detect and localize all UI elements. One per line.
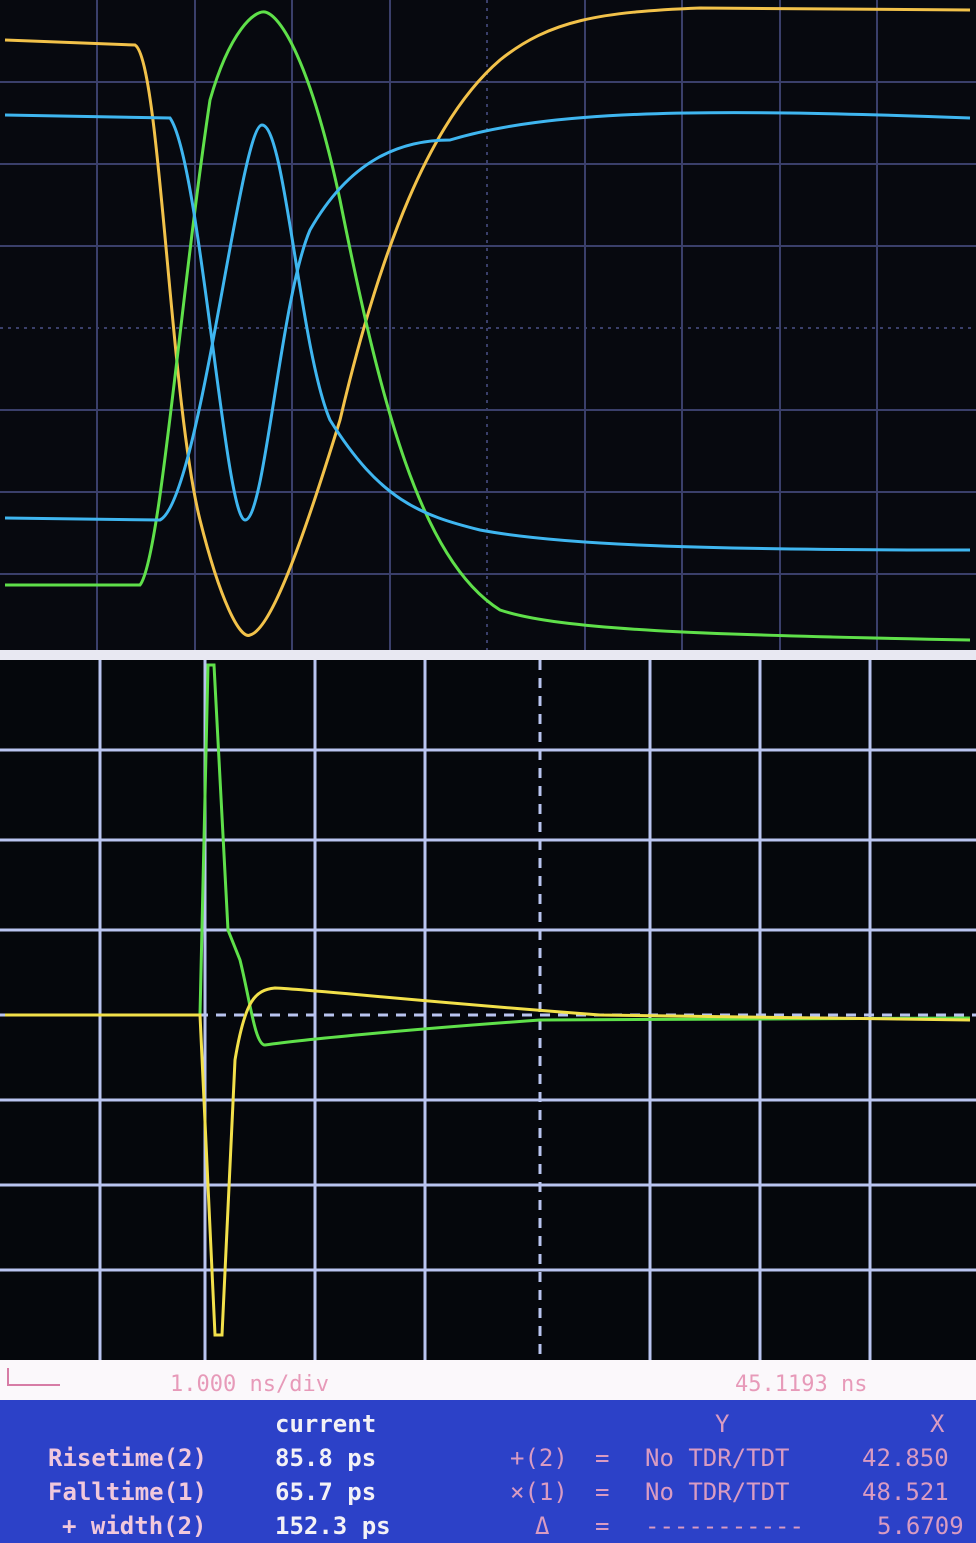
marker-label: ×(1) xyxy=(510,1478,568,1506)
marker-sign: = xyxy=(595,1444,609,1472)
marker-y: No TDR/TDT xyxy=(645,1444,790,1472)
measurement-label: Risetime(2) xyxy=(48,1444,207,1472)
scope-screen: {"timebase": {"scale": "1.000 ns/div", "… xyxy=(0,0,976,1543)
marker-label: Δ xyxy=(535,1512,549,1540)
marker-y: No TDR/TDT xyxy=(645,1478,790,1506)
measurement-value: 85.8 ps xyxy=(275,1444,376,1472)
timebase-position: 45.1193 ns xyxy=(735,1372,867,1397)
marker-y: ----------- xyxy=(645,1512,804,1540)
timebase-scale: 1.000 ns/div xyxy=(170,1372,329,1397)
measurement-label: Falltime(1) xyxy=(48,1478,207,1506)
marker-x: 48.521 xyxy=(862,1478,949,1506)
column-header: current xyxy=(275,1410,376,1438)
display xyxy=(0,0,976,1543)
marker-sign: = xyxy=(595,1478,609,1506)
separator xyxy=(0,650,976,660)
measurement-value: 65.7 ps xyxy=(275,1478,376,1506)
measurement-value: 152.3 ps xyxy=(275,1512,391,1540)
marker-header: Y xyxy=(715,1410,729,1438)
measurement-label: + width(2) xyxy=(62,1512,207,1540)
marker-label: +(2) xyxy=(510,1444,568,1472)
bottom-panel xyxy=(0,660,976,1360)
marker-x: 42.850 xyxy=(862,1444,949,1472)
marker-x: 5.6709 xyxy=(877,1512,964,1540)
marker-header: X xyxy=(930,1410,944,1438)
marker-sign: = xyxy=(595,1512,609,1540)
